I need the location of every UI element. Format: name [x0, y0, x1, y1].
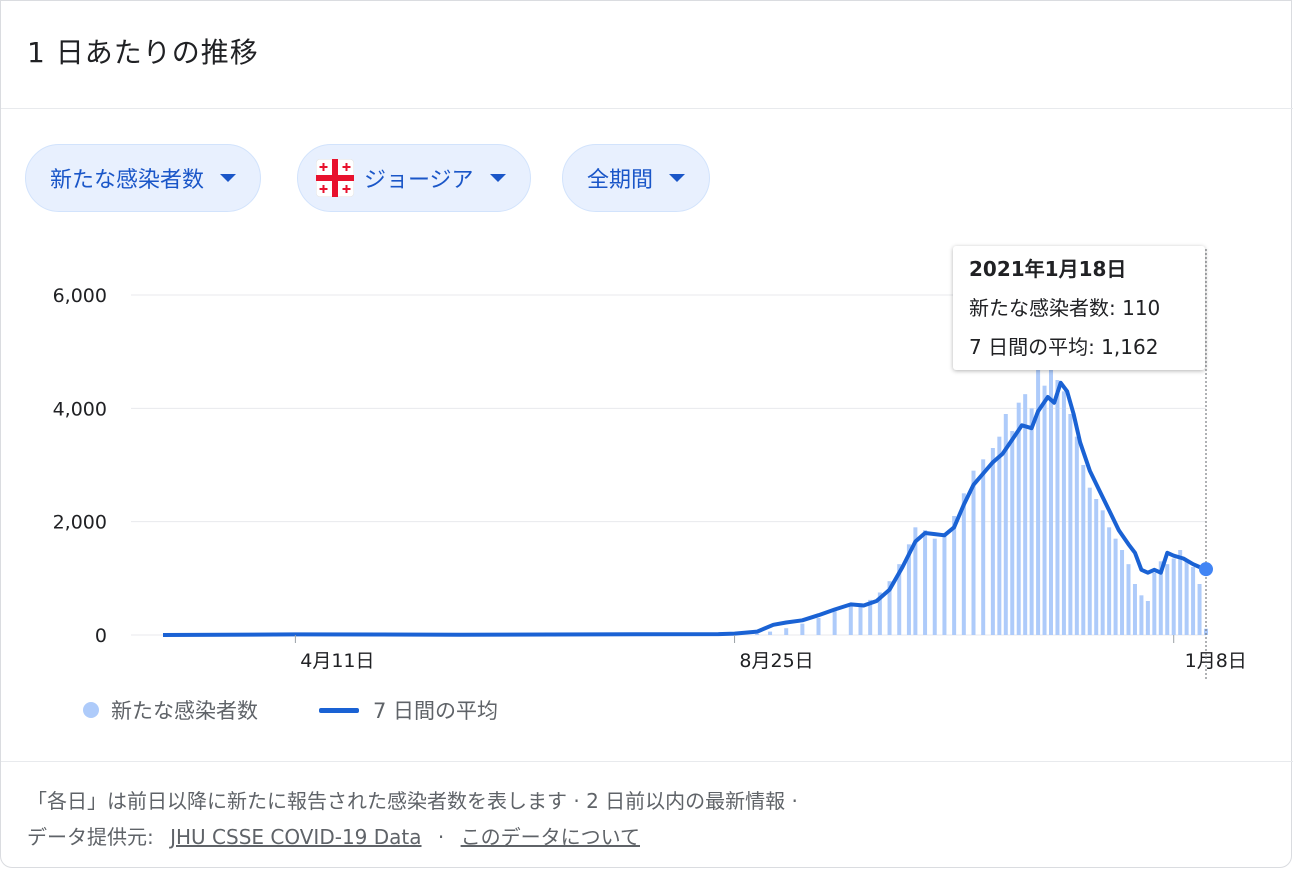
case-bar — [848, 605, 853, 635]
case-bar — [913, 527, 918, 635]
case-bar — [858, 603, 863, 635]
y-tick-label: 4,000 — [53, 398, 107, 420]
y-tick-label: 0 — [95, 625, 107, 647]
case-bar — [1094, 499, 1099, 635]
highlight-point — [1199, 562, 1213, 577]
region-filter-label: ジョージア — [364, 168, 474, 193]
separator: · — [437, 825, 445, 849]
case-bar — [1042, 385, 1047, 635]
case-bar — [990, 448, 995, 635]
card-title: 1 日あたりの推移 — [27, 36, 259, 69]
case-bar — [1126, 564, 1131, 635]
case-bar — [1178, 550, 1183, 635]
case-bar — [961, 493, 966, 635]
cases-chart[interactable]: 0 2,000 4,000 6,000 4月11日 8月25日 1月8日 — [1, 231, 1293, 681]
tooltip-date: 2021年1月18日 — [969, 257, 1127, 281]
case-bar — [1152, 572, 1157, 635]
case-bar — [1010, 431, 1015, 635]
metric-filter-label: 新たな感染者数 — [50, 168, 205, 193]
legend-cases-label: 新たな感染者数 — [111, 699, 258, 723]
case-bar — [768, 631, 773, 635]
case-bar — [887, 581, 892, 635]
about-data-link[interactable]: このデータについて — [460, 825, 640, 849]
case-bar — [1158, 561, 1163, 635]
case-bar — [800, 623, 805, 635]
legend-line-icon — [319, 707, 359, 713]
legend-cases: 新たな感染者数 — [83, 695, 258, 725]
metric-filter-chip[interactable]: 新たな感染者数 — [25, 144, 262, 212]
case-bar — [1197, 584, 1202, 635]
case-bar — [1016, 402, 1021, 635]
case-bar — [981, 459, 986, 635]
case-bar — [942, 533, 947, 635]
source-link[interactable]: JHU CSSE COVID-19 Data — [170, 825, 422, 849]
average-line — [162, 380, 1207, 637]
case-bar — [784, 628, 789, 635]
case-bar — [897, 564, 902, 635]
legend-average: 7 日間の平均 — [319, 695, 498, 725]
source-prefix: データ提供元: — [27, 825, 154, 849]
case-bar — [1113, 538, 1118, 635]
legend-average-label: 7 日間の平均 — [373, 699, 499, 723]
case-bar — [1120, 550, 1125, 635]
case-bar — [923, 530, 928, 635]
chevron-down-icon — [220, 174, 237, 182]
case-bar — [1145, 601, 1150, 635]
case-bar — [1171, 558, 1176, 635]
case-bar — [832, 611, 837, 635]
case-bar — [1107, 527, 1112, 635]
tooltip-cases: 新たな感染者数: 110 — [969, 296, 1161, 320]
case-bar — [1055, 380, 1060, 635]
legend-dot-icon — [83, 702, 99, 718]
case-bar — [1081, 465, 1086, 635]
case-bar — [877, 592, 882, 635]
case-bar — [1068, 414, 1073, 635]
case-bar — [1132, 584, 1137, 635]
y-tick-label: 2,000 — [53, 512, 107, 534]
period-filter-label: 全期間 — [587, 168, 654, 193]
case-bar — [932, 538, 937, 635]
x-tick-label: 4月11日 — [300, 650, 374, 672]
region-filter-chip[interactable]: ジョージア — [297, 144, 531, 212]
chevron-down-icon — [669, 174, 686, 182]
period-filter-chip[interactable]: 全期間 — [562, 144, 711, 212]
case-bar — [1165, 564, 1170, 635]
georgia-flag-icon — [316, 159, 354, 197]
case-bar — [1191, 567, 1196, 635]
case-bar — [1087, 487, 1092, 635]
case-bar — [906, 544, 911, 635]
footer-divider — [1, 761, 1293, 762]
chevron-down-icon — [489, 174, 506, 182]
case-bar — [952, 516, 957, 635]
case-bar — [1003, 414, 1008, 635]
case-bar — [868, 599, 873, 635]
x-tick-label: 8月25日 — [739, 650, 813, 672]
case-bar — [755, 633, 760, 635]
tooltip-average: 7 日間の平均: 1,162 — [969, 335, 1159, 359]
case-bar — [1184, 561, 1189, 635]
footer-note: 「各日」は前日以降に新たに報告された感染者数を表します · 2 日前以内の最新情… — [27, 789, 798, 813]
case-bar — [971, 470, 976, 635]
case-bar — [1023, 394, 1028, 635]
case-bar — [1061, 391, 1066, 635]
y-tick-label: 6,000 — [53, 285, 107, 307]
chart-tooltip: 2021年1月18日 新たな感染者数: 110 7 日間の平均: 1,162 — [953, 246, 1205, 370]
case-bar — [1204, 628, 1208, 635]
case-bar — [1074, 436, 1079, 635]
case-bar — [1036, 368, 1041, 635]
case-bar — [997, 436, 1002, 635]
case-bar — [1049, 363, 1054, 635]
footer-source: データ提供元: JHU CSSE COVID-19 Data · このデータにつ… — [27, 821, 640, 850]
x-tick-label: 1月8日 — [1185, 650, 1247, 672]
header-divider — [1, 108, 1293, 109]
case-bar — [1029, 408, 1034, 635]
case-bar — [1139, 595, 1144, 635]
case-bar — [816, 618, 821, 635]
case-bar — [1100, 510, 1105, 635]
